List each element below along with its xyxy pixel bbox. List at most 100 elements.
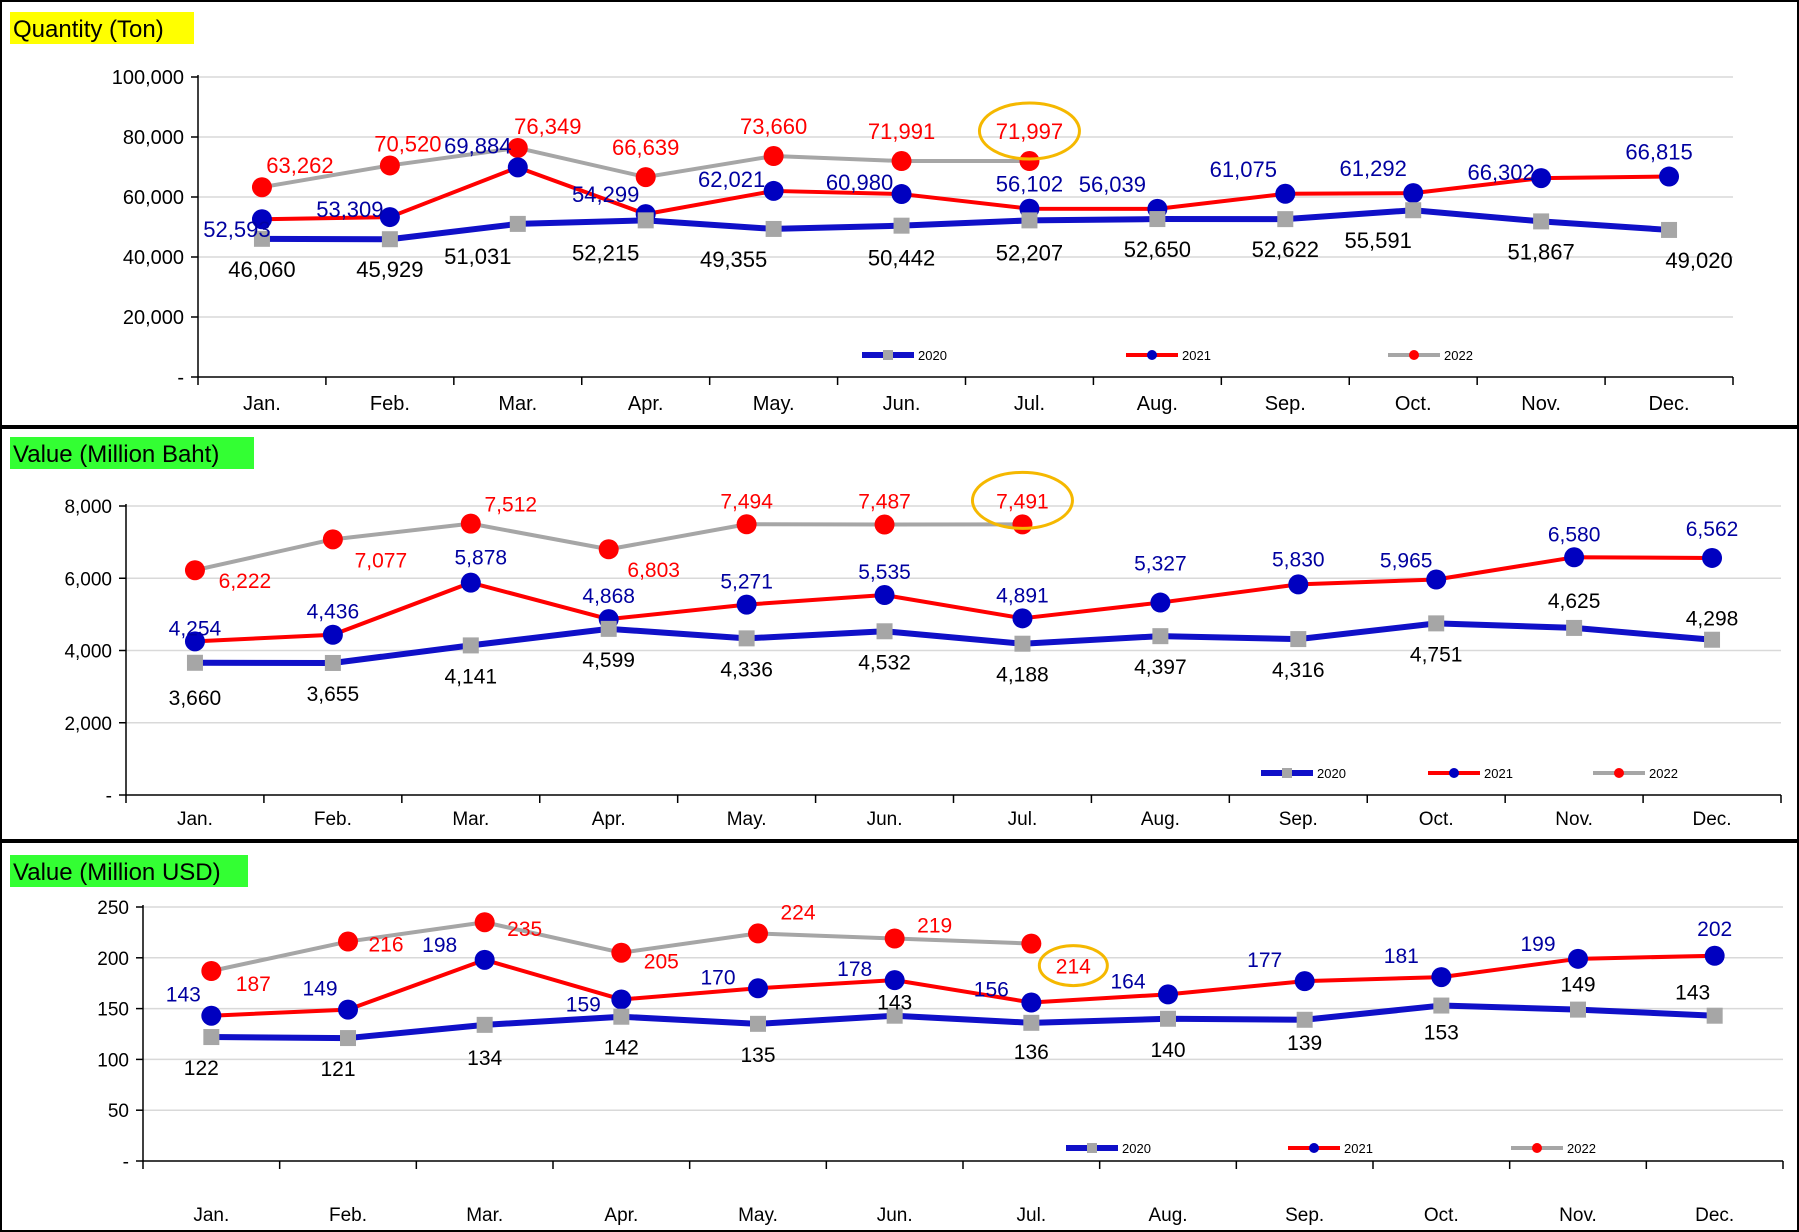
highlight-ring: [1037, 944, 1109, 988]
data-label-2020: 143: [1675, 982, 1710, 1005]
data-point-2020: [203, 1029, 220, 1046]
data-label-2020: 136: [1014, 1041, 1049, 1064]
data-label-2022: 214: [1056, 956, 1091, 979]
x-tick-label: Jan.: [243, 393, 281, 415]
data-point-2020: [1433, 997, 1450, 1014]
data-point-2020: [1570, 1001, 1586, 1018]
panel-border: [0, 0, 1799, 427]
data-point-2021: [379, 207, 400, 228]
data-label-2022: 6,222: [219, 570, 272, 593]
data-label-2020: 52,215: [572, 240, 639, 265]
data-point-2020: [324, 654, 341, 671]
data-label-2020: 143: [877, 992, 912, 1015]
legend-label: 2020: [1317, 766, 1346, 781]
chart-title: Value (Million Baht): [13, 441, 219, 468]
legend-label: 2020: [1122, 1141, 1151, 1156]
legend-label: 2021: [1182, 348, 1211, 363]
data-label-2022: 7,512: [485, 494, 538, 517]
data-point-2021: [884, 970, 905, 991]
data-label-2020: 4,751: [1410, 643, 1463, 666]
x-tick-label: Nov.: [1555, 809, 1593, 830]
y-tick-label: 100: [97, 1050, 129, 1071]
data-point-2020: [1014, 635, 1031, 652]
data-point-2022: [763, 146, 784, 167]
x-tick-label: Sep.: [1279, 809, 1318, 830]
data-label-2020: 4,532: [858, 651, 911, 674]
data-label-2022: 7,491: [996, 490, 1049, 513]
y-tick-label: 6,000: [64, 569, 112, 590]
data-label-2021: 181: [1384, 945, 1419, 968]
x-tick-label: Sep.: [1265, 393, 1306, 415]
data-point-2020: [750, 1015, 766, 1032]
data-point-2022: [184, 560, 205, 581]
data-point-2020: [1023, 1014, 1040, 1031]
legend-label: 2021: [1344, 1141, 1373, 1156]
data-label-2021: 5,878: [455, 547, 508, 570]
data-label-2020: 135: [740, 1044, 775, 1067]
y-tick-label: 100,000: [112, 67, 184, 89]
data-label-2021: 69,884: [444, 133, 511, 158]
data-label-2020: 3,660: [169, 687, 222, 710]
data-label-2022: 71,991: [868, 119, 935, 144]
data-label-2021: 199: [1520, 933, 1555, 956]
x-tick-label: Jun.: [883, 393, 921, 415]
data-point-2021: [201, 1005, 222, 1026]
y-tick-label: 60,000: [123, 187, 184, 209]
data-point-2022: [891, 151, 912, 172]
data-point-2020: [1428, 615, 1445, 632]
x-tick-label: Jun.: [867, 809, 903, 830]
x-tick-label: Nov.: [1559, 1205, 1597, 1226]
data-label-2020: 45,929: [356, 257, 423, 282]
series-line-2021: [211, 953, 1715, 1018]
data-label-2021: 61,292: [1340, 156, 1407, 181]
data-label-2022: 7,494: [720, 490, 773, 513]
legend-item-2020: 2020: [1066, 1141, 1151, 1156]
data-point-2021: [1431, 967, 1452, 988]
y-tick-label: 8,000: [64, 497, 112, 518]
x-tick-label: Aug.: [1141, 809, 1180, 830]
y-tick-label: 80,000: [123, 127, 184, 149]
data-point-2022: [598, 539, 619, 560]
x-tick-label: Oct.: [1424, 1205, 1459, 1226]
data-point-2020: [1152, 628, 1169, 645]
value-million-baht-chart: Value (Million Baht) - 2,000 4,000 6,000 8,00…: [0, 427, 1799, 841]
x-tick-label: Mar.: [498, 393, 537, 415]
legend-label: 2022: [1567, 1141, 1596, 1156]
y-tick-label: -: [177, 367, 184, 389]
data-point-2021: [184, 631, 205, 652]
legend-item-2020: 2020: [1261, 766, 1346, 781]
data-label-2022: 219: [917, 914, 952, 937]
data-label-2020: 142: [604, 1037, 639, 1060]
x-tick-label: Mar.: [452, 809, 489, 830]
data-label-2022: 73,660: [740, 114, 807, 139]
data-point-2020: [1706, 1007, 1723, 1024]
highlight-ring: [977, 101, 1081, 161]
data-point-2021: [1659, 166, 1680, 187]
x-tick-label: Nov.: [1521, 393, 1561, 415]
data-label-2021: 5,965: [1380, 550, 1433, 573]
chart-title: Value (Million USD): [13, 859, 221, 886]
data-label-2020: 122: [184, 1057, 219, 1080]
x-tick-label: Mar.: [466, 1205, 503, 1226]
data-point-2021: [1012, 608, 1033, 629]
x-tick-label: Jul.: [1014, 393, 1045, 415]
data-point-2020: [1149, 211, 1166, 228]
x-tick-label: Apr.: [592, 809, 626, 830]
data-label-2021: 178: [837, 958, 872, 981]
data-label-2021: 52,593: [203, 217, 270, 242]
x-tick-label: May.: [753, 393, 795, 415]
data-label-2020: 4,188: [996, 664, 1049, 687]
data-label-2020: 51,867: [1507, 239, 1574, 264]
data-label-2021: 66,302: [1467, 160, 1534, 185]
data-label-2020: 50,442: [868, 246, 935, 271]
data-label-2021: 198: [422, 934, 457, 957]
data-point-2021: [891, 184, 912, 205]
x-tick-label: Dec.: [1693, 809, 1732, 830]
data-label-2020: 4,316: [1272, 659, 1325, 682]
data-label-2020: 52,650: [1124, 237, 1191, 262]
data-label-2020: 4,298: [1686, 608, 1739, 631]
x-tick-label: Feb.: [370, 393, 410, 415]
data-label-2020: 4,599: [582, 649, 635, 672]
data-label-2021: 53,309: [316, 197, 383, 222]
x-tick-label: Dec.: [1648, 393, 1689, 415]
